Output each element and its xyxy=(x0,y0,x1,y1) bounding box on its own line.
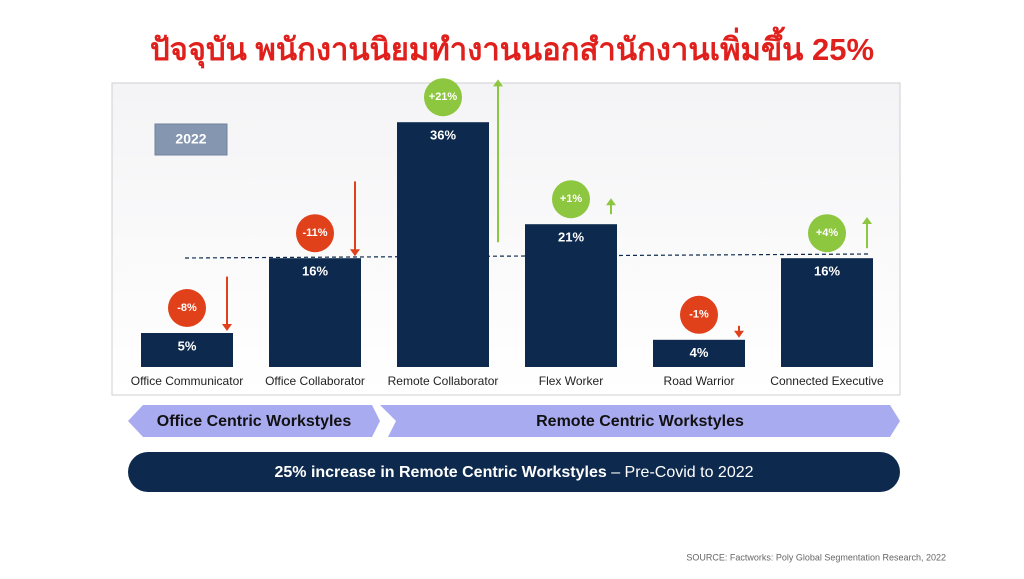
category-label: Connected Executive xyxy=(770,374,884,388)
category-label: Office Communicator xyxy=(131,374,243,388)
value-label: 21% xyxy=(558,230,584,245)
bar xyxy=(653,339,745,367)
change-label: +21% xyxy=(429,91,458,103)
change-label: -1% xyxy=(689,309,709,321)
category-label: Remote Collaborator xyxy=(388,374,499,388)
banner-rest: – Pre-Covid to 2022 xyxy=(607,464,754,481)
banner xyxy=(128,452,900,492)
chart-frame xyxy=(111,82,901,396)
category-label: Flex Worker xyxy=(539,374,603,388)
reference-line xyxy=(184,253,871,259)
arrow-head xyxy=(862,217,872,224)
group-label: Office Centric Workstyles xyxy=(157,413,352,430)
year-box xyxy=(154,123,228,156)
bar xyxy=(397,122,489,367)
bar xyxy=(525,224,617,367)
change-badge xyxy=(680,295,718,334)
value-label: 36% xyxy=(430,128,456,143)
banner-bold: 25% increase in Remote Centric Workstyle… xyxy=(274,464,606,481)
change-badge xyxy=(168,289,206,327)
banner-text: 25% increase in Remote Centric Workstyle… xyxy=(274,464,753,481)
arrow-head xyxy=(222,324,232,331)
source: SOURCE: Factworks: Poly Global Segmentat… xyxy=(686,552,946,562)
change-label: -8% xyxy=(177,302,197,314)
change-label: -11% xyxy=(302,227,327,239)
value-label: 4% xyxy=(690,345,709,360)
change-badge xyxy=(552,180,590,219)
value-label: 16% xyxy=(302,264,328,279)
change-badge xyxy=(424,78,462,117)
year-label: 2022 xyxy=(175,131,206,147)
arrow-head xyxy=(734,330,744,338)
value-label: 16% xyxy=(814,264,840,279)
change-badge xyxy=(296,214,334,253)
category-label: Road Warrior xyxy=(664,374,735,388)
bar xyxy=(269,258,361,367)
arrow-head xyxy=(606,198,616,206)
value-label: 5% xyxy=(178,338,197,353)
bar xyxy=(781,258,873,367)
change-badge xyxy=(808,214,846,253)
title: ปัจจุบัน พนักงานนิยมทำงานนอกสำนักงานเพิ่… xyxy=(150,26,874,69)
group-label: Remote Centric Workstyles xyxy=(536,413,744,430)
change-label: +4% xyxy=(816,227,839,239)
arrow-head xyxy=(493,79,503,87)
group-remote xyxy=(380,405,900,437)
group-office xyxy=(128,405,380,437)
bar xyxy=(141,333,233,367)
arrow-head xyxy=(350,249,360,257)
category-label: Office Collaborator xyxy=(265,374,365,388)
change-label: +1% xyxy=(560,193,583,205)
